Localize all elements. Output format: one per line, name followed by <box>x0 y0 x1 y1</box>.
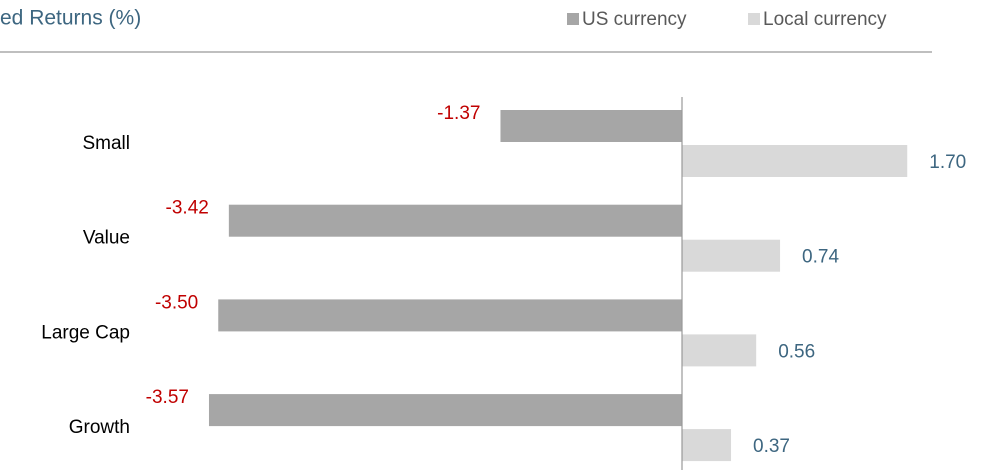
bar <box>500 110 682 142</box>
value-label: -1.37 <box>437 103 480 124</box>
category-label: Small <box>82 133 130 154</box>
value-label: 0.56 <box>778 341 815 362</box>
value-label: -3.57 <box>146 387 189 408</box>
value-label: 0.74 <box>802 247 839 268</box>
legend-label: US currency <box>582 9 687 30</box>
chart-title: ed Returns (%) <box>0 7 141 30</box>
value-label: 0.37 <box>753 436 790 457</box>
category-label: Growth <box>69 417 130 438</box>
bar <box>682 145 908 177</box>
bar <box>218 299 682 332</box>
legend-label: Local currency <box>763 9 887 30</box>
bar <box>682 429 732 462</box>
bar <box>228 204 682 237</box>
bar <box>682 239 781 272</box>
bar <box>682 334 757 367</box>
value-label: -3.42 <box>166 198 209 219</box>
category-label: Large Cap <box>41 322 130 343</box>
value-label: -3.50 <box>155 292 198 313</box>
legend-swatch <box>567 13 579 25</box>
category-label: Value <box>83 228 130 249</box>
legend-swatch <box>748 13 760 25</box>
bar <box>208 394 682 427</box>
value-label: 1.70 <box>929 152 966 173</box>
